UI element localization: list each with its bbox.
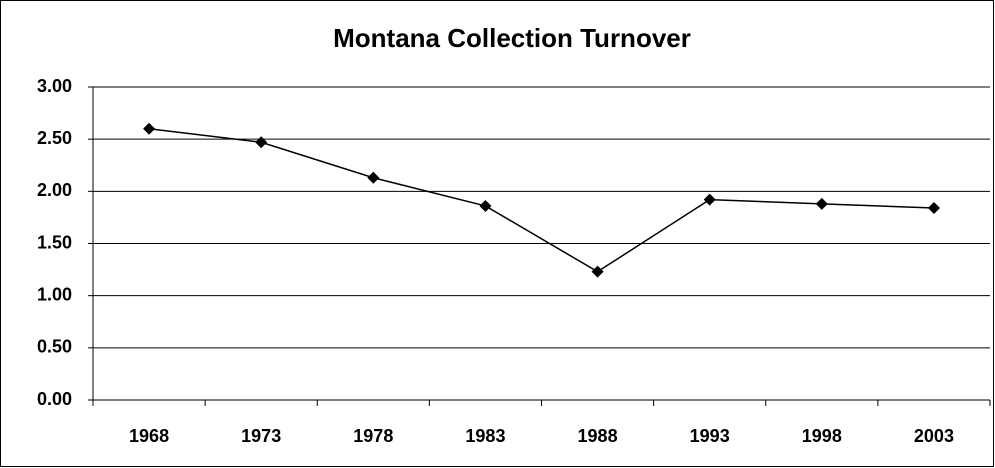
- data-point: [815, 197, 828, 210]
- y-tick-label: 3.00: [37, 76, 72, 96]
- y-tick-label: 0.00: [37, 389, 72, 409]
- data-point: [143, 122, 156, 135]
- x-tick-label: 2003: [914, 426, 954, 446]
- x-tick-label: 1973: [241, 426, 281, 446]
- data-point: [591, 265, 604, 278]
- x-tick-label: 1968: [129, 426, 169, 446]
- y-tick-label: 1.00: [37, 284, 72, 304]
- chart-title: Montana Collection Turnover: [333, 23, 691, 53]
- y-tick-label: 2.00: [37, 180, 72, 200]
- x-tick-label: 1983: [465, 426, 505, 446]
- x-tick-label: 1988: [578, 426, 618, 446]
- x-tick-label: 1993: [690, 426, 730, 446]
- y-tick-label: 2.50: [37, 128, 72, 148]
- series-line: [148, 127, 934, 273]
- data-point: [367, 171, 380, 184]
- x-tick-label: 1978: [353, 426, 393, 446]
- x-tick-label: 1998: [802, 426, 842, 446]
- data-point: [703, 193, 716, 206]
- data-point: [927, 202, 940, 215]
- y-tick-label: 1.50: [37, 232, 72, 252]
- data-point: [255, 136, 268, 149]
- y-tick-label: 0.50: [37, 337, 72, 357]
- data-point: [479, 199, 492, 212]
